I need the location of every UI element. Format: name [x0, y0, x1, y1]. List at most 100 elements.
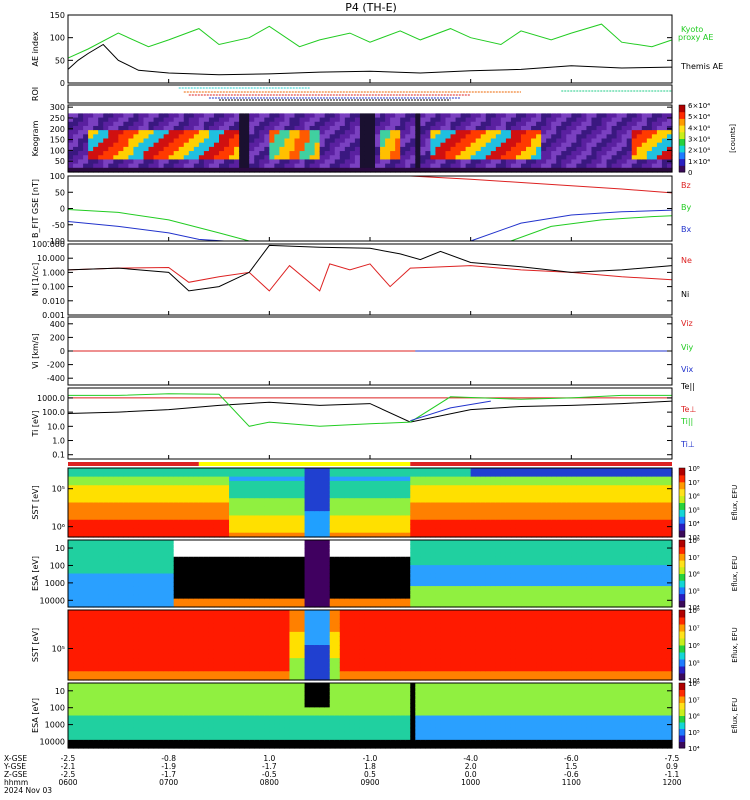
density-tick-label: 0.010	[42, 297, 65, 306]
sst_ion-cell	[198, 468, 205, 473]
sst_ion-cell	[309, 489, 316, 495]
keogram-cell	[455, 167, 462, 173]
keogram-cell	[118, 130, 124, 135]
esa_ion-cell	[198, 577, 205, 583]
keogram-cell	[113, 134, 119, 140]
keogram-cell	[460, 159, 467, 165]
keogram-cell	[526, 117, 532, 123]
keogram-cell	[314, 121, 321, 127]
esa_ion-cell	[279, 586, 286, 591]
esa_ion-cell	[309, 586, 316, 591]
keogram-cell	[505, 130, 512, 135]
esa_ion-cell	[103, 569, 109, 575]
sst_ion-cell	[68, 511, 74, 517]
sst_ion-cell	[254, 472, 260, 478]
sst_ion-cell	[133, 506, 140, 512]
keogram-cell	[68, 167, 74, 173]
roi-frame	[67, 84, 673, 104]
density-tick-label: 0.001	[42, 311, 65, 320]
keogram-cell	[420, 125, 426, 131]
sst_ion-cell	[123, 532, 129, 538]
sst_ion-cell	[299, 532, 306, 538]
sst_ion-cell	[380, 489, 386, 495]
keogram-cell	[208, 138, 215, 144]
esa_ion-cell	[279, 577, 286, 583]
esa_ion-cell	[188, 586, 195, 591]
keogram-cell	[78, 130, 84, 135]
keogram-cell	[370, 155, 376, 161]
sst_ion-cell	[143, 489, 150, 495]
keogram-cell	[485, 117, 492, 123]
keogram-cell	[279, 167, 286, 173]
esa_ion-cell	[88, 540, 94, 545]
keogram-cell	[254, 134, 260, 140]
keogram-cell	[641, 155, 648, 161]
sst_ion-cell	[586, 476, 593, 482]
sst_ion-cell	[601, 498, 608, 504]
keogram-cell	[108, 117, 114, 123]
keogram-cell	[616, 117, 623, 123]
sst_ion-cell	[531, 532, 537, 538]
keogram-cell	[641, 163, 648, 169]
keogram-cell	[249, 159, 255, 165]
sst_ion-cell	[425, 519, 431, 525]
esa_ion-cell	[113, 544, 119, 549]
keogram-cell	[490, 138, 497, 144]
sst_ion-cell	[153, 498, 160, 504]
keogram-cell	[188, 134, 195, 140]
sst_ion-cell	[666, 498, 673, 504]
sst_ion-cell	[500, 532, 507, 538]
sst_ion-cell	[410, 515, 416, 521]
sst_ion-cell	[148, 506, 155, 512]
sst_ion-cell	[178, 476, 185, 482]
esa_ion-cell	[284, 586, 291, 591]
sst_ion-cell	[455, 524, 462, 529]
sst_ion-cell	[490, 485, 497, 491]
keogram-cell	[153, 117, 160, 123]
ae-tick-label: 50	[55, 56, 65, 65]
keogram-cell	[289, 146, 296, 152]
esa_ion-cell	[304, 544, 311, 549]
sst_ion-cell	[460, 489, 467, 495]
sst_ion-cell	[339, 489, 346, 495]
keogram-tick-label: 300	[50, 103, 65, 112]
sst_ion-cell	[68, 528, 74, 534]
sst_ion-cell	[163, 472, 170, 478]
sst_ion-cbar-tick: 10⁶	[688, 493, 700, 501]
keogram-cell	[163, 117, 170, 123]
sst_ion-cell	[78, 524, 84, 529]
sst_ion-cell	[485, 528, 492, 534]
sst_ion-cell	[425, 480, 431, 486]
keogram-cell	[410, 117, 416, 123]
sst_ion-cell	[370, 489, 376, 495]
esa_ion-cell	[113, 590, 119, 596]
keogram-cell	[390, 121, 396, 127]
esa_ion-cell	[143, 548, 150, 554]
sst_ion-cell	[425, 493, 431, 499]
sst_ion-cell	[626, 515, 633, 521]
keogram-cell	[359, 155, 366, 161]
keogram-cell	[143, 167, 150, 173]
sst_ion-cell	[526, 480, 532, 486]
sst_ion-cell	[465, 528, 472, 534]
keogram-cell	[526, 130, 532, 135]
sst_ion-cell	[349, 493, 356, 499]
esa_ion-cell	[73, 565, 79, 570]
keogram-cell	[259, 121, 265, 127]
esa_ion-cell	[153, 590, 160, 596]
esa_ion-cell	[143, 544, 150, 549]
esa_ion-cell	[173, 560, 180, 566]
velocity-legend-1: Viy	[681, 343, 694, 352]
keogram-tick-label: 100	[50, 146, 65, 155]
sst_ion-cell	[309, 502, 316, 508]
keogram-cell	[118, 105, 124, 110]
sst_ion-cell	[219, 524, 225, 529]
sst_ion-cell	[571, 511, 577, 517]
sst_ion-cell	[68, 468, 74, 473]
sst_ion-cell	[294, 528, 301, 534]
keogram-cell	[611, 159, 618, 165]
keogram-cell	[521, 159, 527, 165]
sst_ion-cell	[133, 489, 140, 495]
keogram-cell	[536, 125, 542, 131]
esa_ion-cell	[163, 548, 170, 554]
